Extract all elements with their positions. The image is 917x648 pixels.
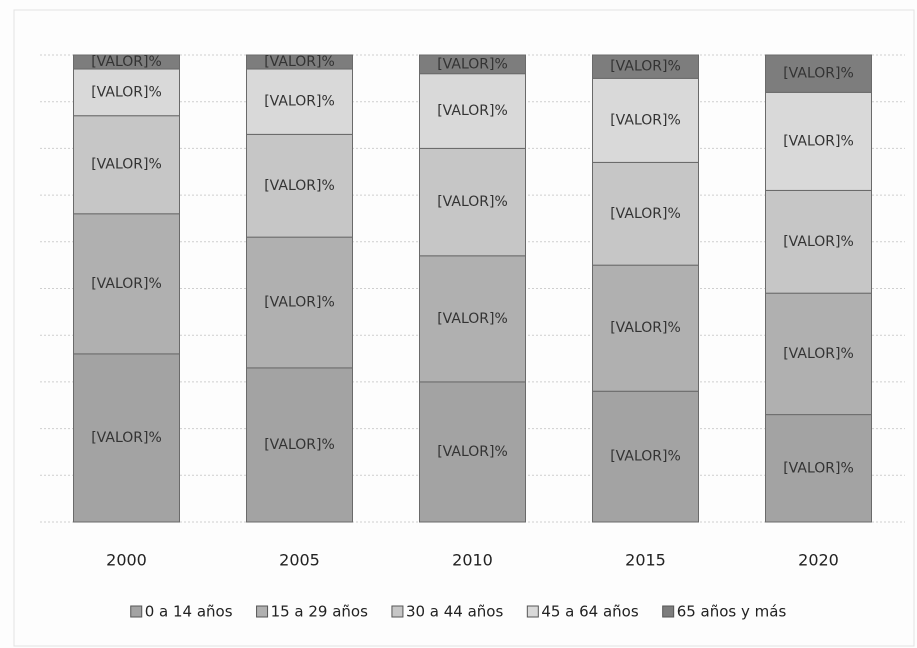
data-label: [VALOR]% (91, 54, 162, 70)
data-label: [VALOR]% (783, 133, 854, 149)
data-label: [VALOR]% (91, 157, 162, 173)
bar-segment (246, 236, 353, 369)
legend-label: 65 años y más (677, 603, 787, 621)
legend-label: 0 a 14 años (145, 603, 233, 621)
bar-segment (246, 68, 353, 135)
legend-label: 45 a 64 años (541, 603, 639, 621)
bar-segment (419, 381, 526, 523)
data-label: [VALOR]% (91, 430, 162, 446)
legend-swatch (130, 605, 143, 618)
legend-swatch (256, 605, 269, 618)
data-label: [VALOR]% (610, 59, 681, 75)
x-tick-label: 2000 (106, 551, 147, 570)
data-label: [VALOR]% (783, 66, 854, 82)
x-tick-label: 2010 (452, 551, 493, 570)
bar-segment (73, 213, 180, 355)
data-label: [VALOR]% (783, 346, 854, 362)
data-label: [VALOR]% (610, 449, 681, 465)
bar-segment (419, 73, 526, 149)
bar-segment (73, 54, 180, 70)
bar-segment (592, 161, 699, 266)
bar-segment (765, 54, 872, 93)
bar-segment (73, 68, 180, 117)
data-label: [VALOR]% (783, 460, 854, 476)
data-label: [VALOR]% (437, 311, 508, 327)
legend-label: 15 a 29 años (271, 603, 369, 621)
bar-segment (592, 77, 699, 163)
bar-segment (73, 115, 180, 215)
data-label: [VALOR]% (437, 194, 508, 210)
data-label: [VALOR]% (610, 206, 681, 222)
bar-segment (765, 292, 872, 416)
legend-swatch (391, 605, 404, 618)
bar-segment (592, 54, 699, 79)
bar-segment (765, 189, 872, 294)
bar-segment (246, 54, 353, 70)
data-label: [VALOR]% (264, 437, 335, 453)
bar-segment (419, 147, 526, 257)
data-label: [VALOR]% (610, 320, 681, 336)
bar-segment (419, 54, 526, 75)
data-label: [VALOR]% (91, 276, 162, 292)
bar-segment (765, 414, 872, 523)
data-label: [VALOR]% (437, 103, 508, 119)
data-label: [VALOR]% (264, 94, 335, 110)
bar-segment (592, 390, 699, 523)
data-label: [VALOR]% (91, 84, 162, 100)
data-label: [VALOR]% (437, 444, 508, 460)
data-label: [VALOR]% (437, 56, 508, 72)
legend-swatch (662, 605, 675, 618)
bar-segment (246, 133, 353, 238)
legend-label: 30 a 44 años (406, 603, 504, 621)
bar-segment (73, 353, 180, 523)
data-label: [VALOR]% (264, 295, 335, 311)
bar-segment (592, 264, 699, 392)
chart-border (13, 9, 915, 647)
x-tick-label: 2020 (798, 551, 839, 570)
data-label: [VALOR]% (783, 234, 854, 250)
data-label: [VALOR]% (610, 112, 681, 128)
data-label: [VALOR]% (264, 178, 335, 194)
data-label: [VALOR]% (264, 54, 335, 70)
bar-segment (765, 91, 872, 191)
bar-segment (246, 367, 353, 523)
x-tick-label: 2005 (279, 551, 320, 570)
x-tick-label: 2015 (625, 551, 666, 570)
legend-swatch (526, 605, 539, 618)
bar-segment (419, 255, 526, 383)
